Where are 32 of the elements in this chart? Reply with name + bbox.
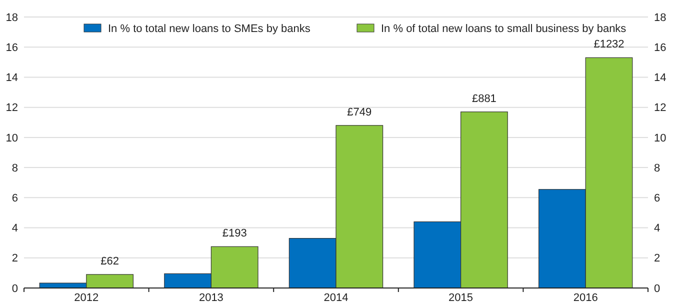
x-tick-label: 2012 (74, 292, 99, 304)
annotation: £749 (347, 106, 372, 118)
y-tick-label: 16 (6, 42, 18, 54)
y2-tick-label: 0 (654, 282, 660, 295)
x-tick-label: 2016 (573, 292, 598, 304)
y-tick-label: 8 (12, 162, 18, 174)
y2-tick-label: 18 (654, 12, 666, 24)
y2-tick-label: 2 (654, 252, 660, 265)
y-tick-label: 10 (6, 132, 18, 144)
y2-tick-label: 14 (654, 72, 666, 84)
y-tick-label: 14 (6, 72, 18, 84)
x-tick-label: 2013 (198, 292, 224, 304)
y-tick-label: 12 (6, 102, 18, 114)
y2-tick-label: 6 (654, 192, 660, 205)
legend-label: In % to total new loans to SMEs by banks (108, 23, 311, 35)
y-tick-label: 6 (12, 192, 18, 205)
annotation: £193 (222, 228, 247, 240)
y2-tick-label: 12 (654, 102, 666, 114)
y-tick-label: 4 (12, 222, 18, 235)
annotation: £62 (100, 255, 119, 268)
y2-tick-label: 10 (654, 132, 666, 144)
legend-label: In % of total new loans to small business by banks (381, 23, 627, 35)
y-tick-label: 18 (6, 12, 18, 24)
y-tick-label: 2 (12, 252, 18, 265)
y2-tick-label: 16 (654, 42, 666, 54)
y2-tick-label: 8 (654, 162, 660, 174)
y-tick-label: 0 (12, 282, 18, 295)
x-tick-label: 2015 (448, 292, 474, 304)
x-tick-label: 2014 (324, 292, 348, 304)
y2-tick-label: 4 (654, 222, 660, 235)
annotation: £1232 (594, 38, 624, 51)
annotation: £881 (472, 92, 496, 105)
